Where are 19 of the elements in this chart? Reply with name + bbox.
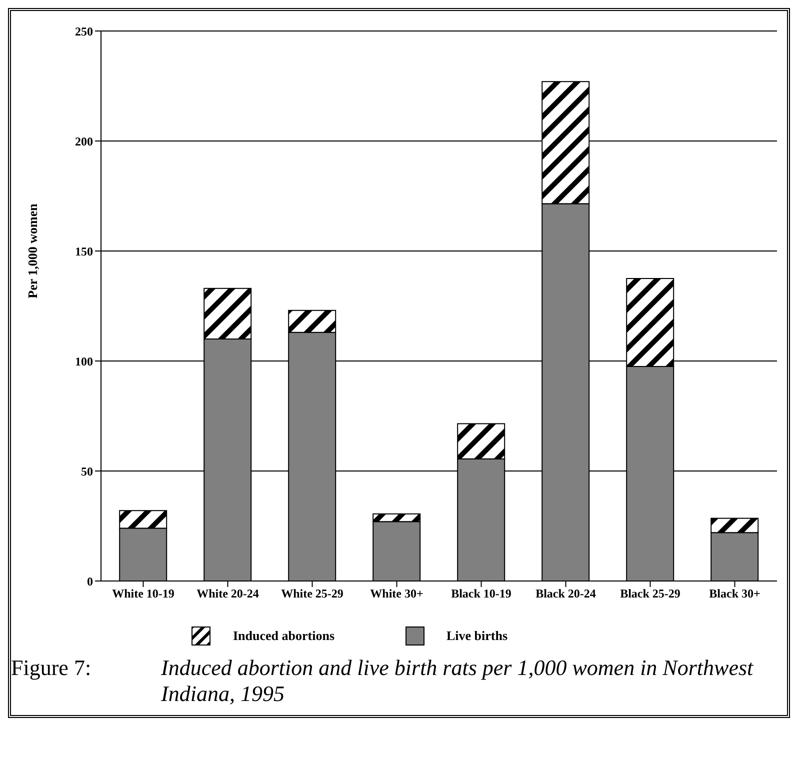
y-axis-title: Per 1,000 women bbox=[25, 202, 41, 300]
x-tick-label: White 25-29 bbox=[281, 586, 344, 601]
x-tick-label: Black 25-29 bbox=[620, 586, 680, 601]
text: Induced abortion and live birth rats per 1,000 women in Northwest Indiana, 1995 bbox=[161, 655, 754, 707]
y-tick-label: 50 bbox=[81, 464, 93, 478]
caption: Figure 7: bbox=[11, 655, 92, 682]
y-tick-label: 150 bbox=[75, 244, 93, 258]
legend-label: Live births bbox=[446, 628, 508, 644]
x-tick-label: White 10-19 bbox=[112, 586, 174, 601]
x-tick-label: Black 30+ bbox=[709, 586, 760, 601]
x-tick-label: White 30+ bbox=[370, 586, 424, 601]
x-tick-label: Black 10-19 bbox=[451, 586, 512, 601]
y-tick-label: 100 bbox=[75, 354, 93, 368]
x-tick-label: Black 20-24 bbox=[536, 586, 596, 601]
x-tick-label: White 20-24 bbox=[196, 586, 259, 601]
legend-label: Induced abortions bbox=[233, 628, 334, 644]
y-tick-label: 0 bbox=[87, 574, 93, 588]
y-tick-label: 200 bbox=[75, 134, 93, 148]
y-tick-label: 250 bbox=[75, 24, 93, 38]
